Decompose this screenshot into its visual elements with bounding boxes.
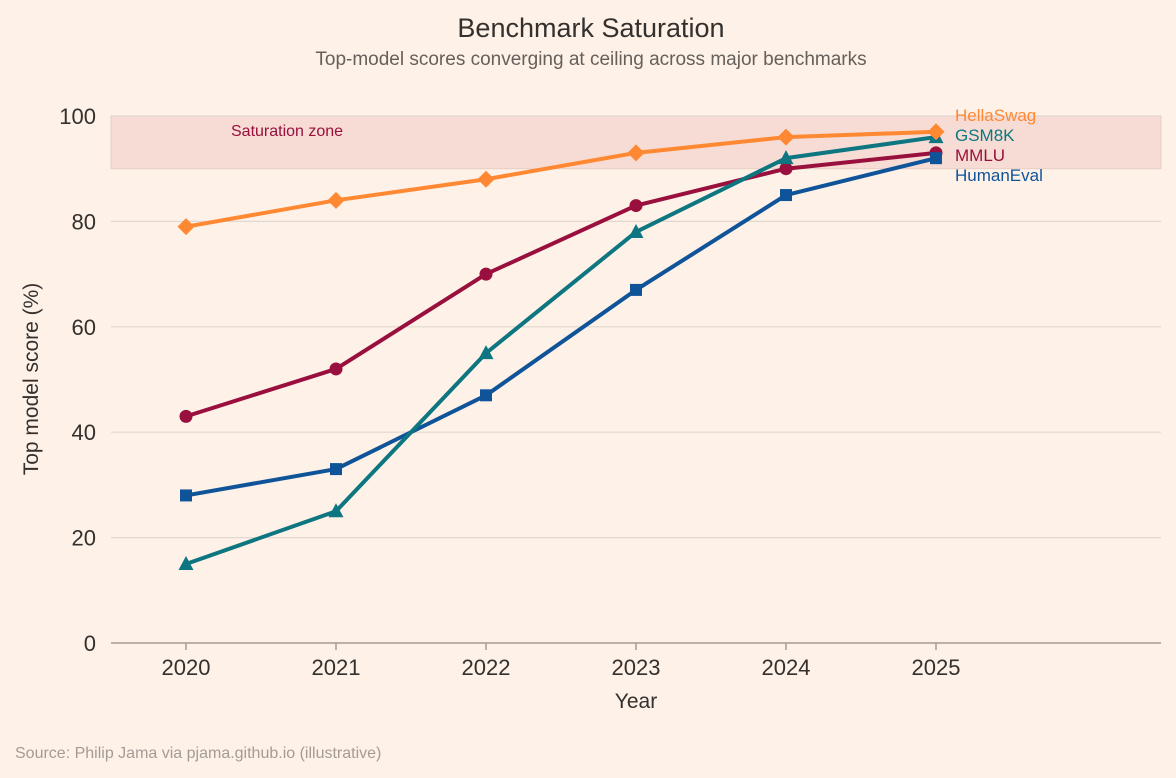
x-tick-label: 2025 <box>912 655 961 680</box>
data-point-circle <box>629 199 643 213</box>
source-note: Source: Philip Jama via pjama.github.io … <box>15 745 381 762</box>
y-tick-label: 100 <box>59 104 96 129</box>
data-point-triangle <box>628 223 644 238</box>
data-point-square <box>630 283 642 296</box>
data-point-triangle <box>478 345 494 360</box>
data-point-square <box>780 189 792 202</box>
series-label: MMLU <box>955 146 1005 165</box>
y-tick-label: 0 <box>84 631 96 656</box>
x-tick-label: 2023 <box>612 655 661 680</box>
series-line <box>185 156 937 498</box>
data-point-diamond <box>927 123 945 141</box>
data-point-square <box>480 389 492 402</box>
series-line <box>185 135 937 566</box>
y-tick-label: 60 <box>72 315 96 340</box>
series-line <box>185 150 937 419</box>
series-humaneval: HumanEval <box>180 152 1043 502</box>
x-tick-label: 2021 <box>312 655 361 680</box>
y-tick-label: 80 <box>72 209 96 234</box>
series-label: HumanEval <box>955 166 1043 185</box>
y-tick-label: 20 <box>72 526 96 551</box>
data-point-square <box>930 152 942 165</box>
data-point-diamond <box>627 144 645 162</box>
data-point-diamond <box>777 128 795 146</box>
data-point-square <box>330 463 342 476</box>
chart-title: Benchmark Saturation <box>457 13 724 43</box>
y-axis-label: Top model score (%) <box>20 283 43 476</box>
series-line <box>185 129 937 229</box>
data-point-triangle <box>778 150 794 165</box>
data-point-circle <box>479 267 493 281</box>
series-label: GSM8K <box>955 126 1015 145</box>
series-label: HellaSwag <box>955 106 1036 125</box>
x-tick-label: 2024 <box>762 655 811 680</box>
saturation-band-label: Saturation zone <box>231 123 343 140</box>
series-hellaswag: HellaSwag <box>177 106 1036 236</box>
data-point-circle <box>329 362 343 376</box>
series-gsm8k: GSM8K <box>178 126 1015 570</box>
series-mmlu: MMLU <box>179 146 1005 423</box>
x-tick-label: 2022 <box>462 655 511 680</box>
data-point-triangle <box>328 503 344 518</box>
data-point-diamond <box>477 170 495 188</box>
chart-subtitle: Top-model scores converging at ceiling a… <box>315 49 866 70</box>
data-point-triangle <box>178 555 194 570</box>
data-point-circle <box>179 409 193 423</box>
x-axis-label: Year <box>615 690 657 713</box>
x-tick-label: 2020 <box>162 655 211 680</box>
data-point-diamond <box>177 218 195 236</box>
data-point-diamond <box>327 191 345 209</box>
data-point-circle <box>779 162 793 176</box>
y-tick-label: 40 <box>72 420 96 445</box>
data-point-square <box>180 489 192 502</box>
